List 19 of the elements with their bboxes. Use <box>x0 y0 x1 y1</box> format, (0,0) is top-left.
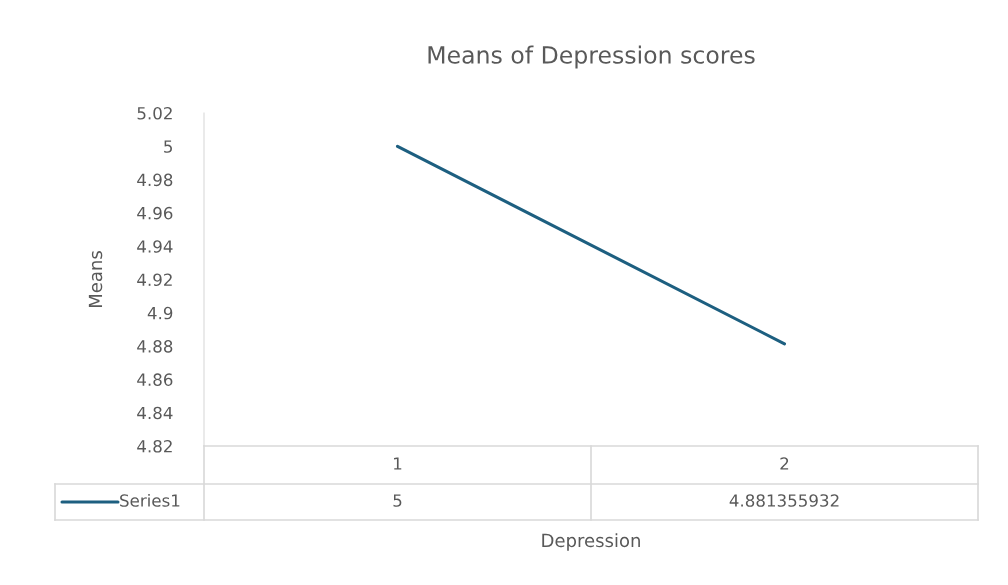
y-tick-label: 4.86 <box>137 373 173 386</box>
legend-label: Series1 <box>120 493 180 507</box>
y-tick-label: 4.9 <box>147 306 173 320</box>
y-tick-label: 5 <box>164 140 172 153</box>
y-tick-label: 4.84 <box>137 406 173 420</box>
y-tick-label: 4.96 <box>137 206 173 220</box>
y-tick-label: 4.82 <box>137 439 172 453</box>
y-tick-label: 4.98 <box>137 173 173 187</box>
y-axis-title: Means <box>88 251 103 308</box>
x-tick-label: 1 <box>394 457 402 470</box>
y-tick-label: 5.02 <box>137 106 172 120</box>
x-tick-label: 2 <box>780 457 789 470</box>
y-tick-label: 4.94 <box>137 240 173 253</box>
data-label: 5 <box>393 494 402 507</box>
data-label: 4.881355932 <box>729 494 839 507</box>
x-axis-title: Depression <box>542 533 640 551</box>
chart-title: Means of Depression scores <box>428 45 755 69</box>
y-tick-label: 4.88 <box>137 340 173 353</box>
y-tick-label: 4.92 <box>137 273 172 287</box>
